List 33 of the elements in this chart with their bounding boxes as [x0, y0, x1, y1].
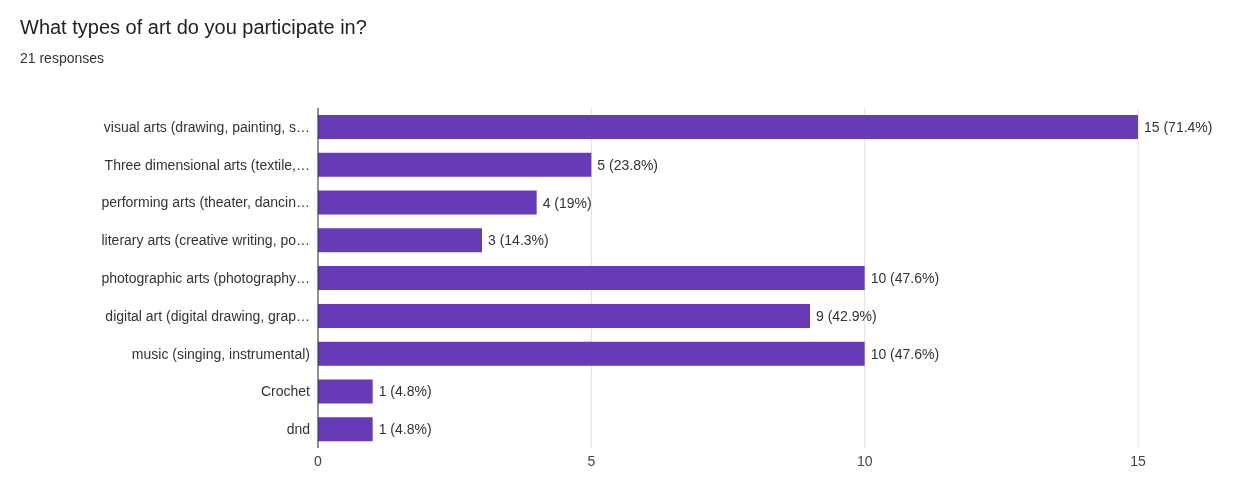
x-tick-label: 10: [856, 452, 873, 469]
chart-title: What types of art do you participate in?: [20, 16, 367, 39]
data-label: 1 (4.8%): [378, 421, 432, 438]
x-tick-label: 15: [1130, 452, 1146, 469]
data-label: 1 (4.8%): [378, 383, 432, 400]
y-tick-label: Three dimensional arts (textile,…: [104, 156, 310, 173]
data-label: 4 (19%): [542, 194, 592, 211]
data-label: 10 (47.6%): [870, 345, 940, 362]
y-tick-label: visual arts (drawing, painting, s…: [103, 118, 310, 135]
bar: [318, 303, 810, 328]
bar: [318, 152, 592, 177]
x-tick-label: 5: [587, 452, 596, 469]
data-label: 10 (47.6%): [870, 270, 940, 287]
bar: [318, 228, 482, 253]
bar: [318, 379, 373, 404]
x-tick-label: 0: [314, 452, 323, 469]
y-tick-label: photographic arts (photography…: [101, 269, 310, 286]
y-tick-label: dnd: [286, 421, 310, 438]
bar: [318, 417, 373, 442]
y-tick-label: literary arts (creative writing, po…: [101, 232, 310, 249]
bar: [318, 115, 1138, 139]
data-label: 15 (71.4%): [1144, 119, 1213, 135]
bar: [318, 190, 537, 215]
y-tick-label: Crochet: [260, 383, 311, 400]
y-tick-label: performing arts (theater, dancin…: [101, 194, 310, 211]
y-tick-label: music (singing, instrumental): [131, 345, 310, 362]
text: 21 responses: [20, 50, 105, 66]
data-label: 5 (23.8%): [597, 156, 659, 173]
bar: [318, 266, 865, 291]
y-tick-label: digital art (digital drawing, grap…: [105, 307, 310, 324]
data-label: 9 (42.9%): [816, 307, 877, 324]
data-label: 3 (14.3%): [488, 232, 549, 249]
bar: [318, 341, 865, 366]
